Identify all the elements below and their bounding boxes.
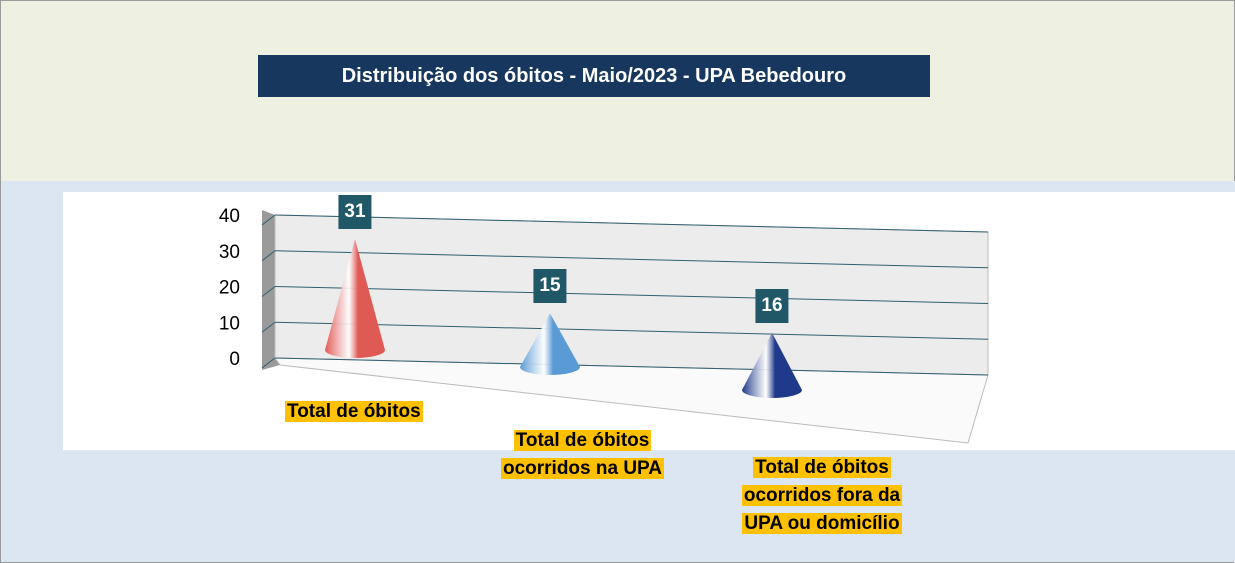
chart-title: Distribuição dos óbitos - Maio/2023 - UP… [258, 55, 930, 97]
side-grid-line [261, 321, 276, 333]
value-label: 16 [755, 288, 789, 323]
value-label: 31 [338, 195, 372, 230]
cone [742, 332, 802, 398]
grid-line [274, 214, 989, 233]
cone [325, 239, 385, 358]
side-grid-line [261, 357, 276, 369]
y-tick-label: 40 [219, 206, 240, 227]
y-tick-label: 10 [219, 313, 240, 334]
grid-line [274, 357, 989, 376]
x-tick-label-text: Total de óbitos [285, 401, 423, 422]
x-tick-label: Total de óbitos ocorridos na UPA [490, 427, 675, 483]
y-tick-label: 0 [229, 349, 240, 370]
grid-line [274, 286, 989, 304]
side-grid-line [261, 214, 276, 226]
side-grid-line [261, 250, 276, 262]
y-tick-label: 30 [219, 242, 240, 263]
x-tick-label: Total de óbitos [285, 398, 455, 426]
y-tick-label: 20 [219, 278, 240, 299]
x-tick-label: Total de óbitos ocorridos fora da UPA ou… [722, 454, 922, 538]
side-grid-line [261, 286, 276, 297]
x-tick-label-text: Total de óbitos ocorridos fora da UPA ou… [741, 457, 903, 534]
grid-line [274, 321, 989, 340]
x-tick-label-text: Total de óbitos ocorridos na UPA [500, 430, 665, 479]
value-label: 15 [533, 269, 567, 304]
cone [520, 313, 580, 375]
grid-line [274, 250, 989, 269]
